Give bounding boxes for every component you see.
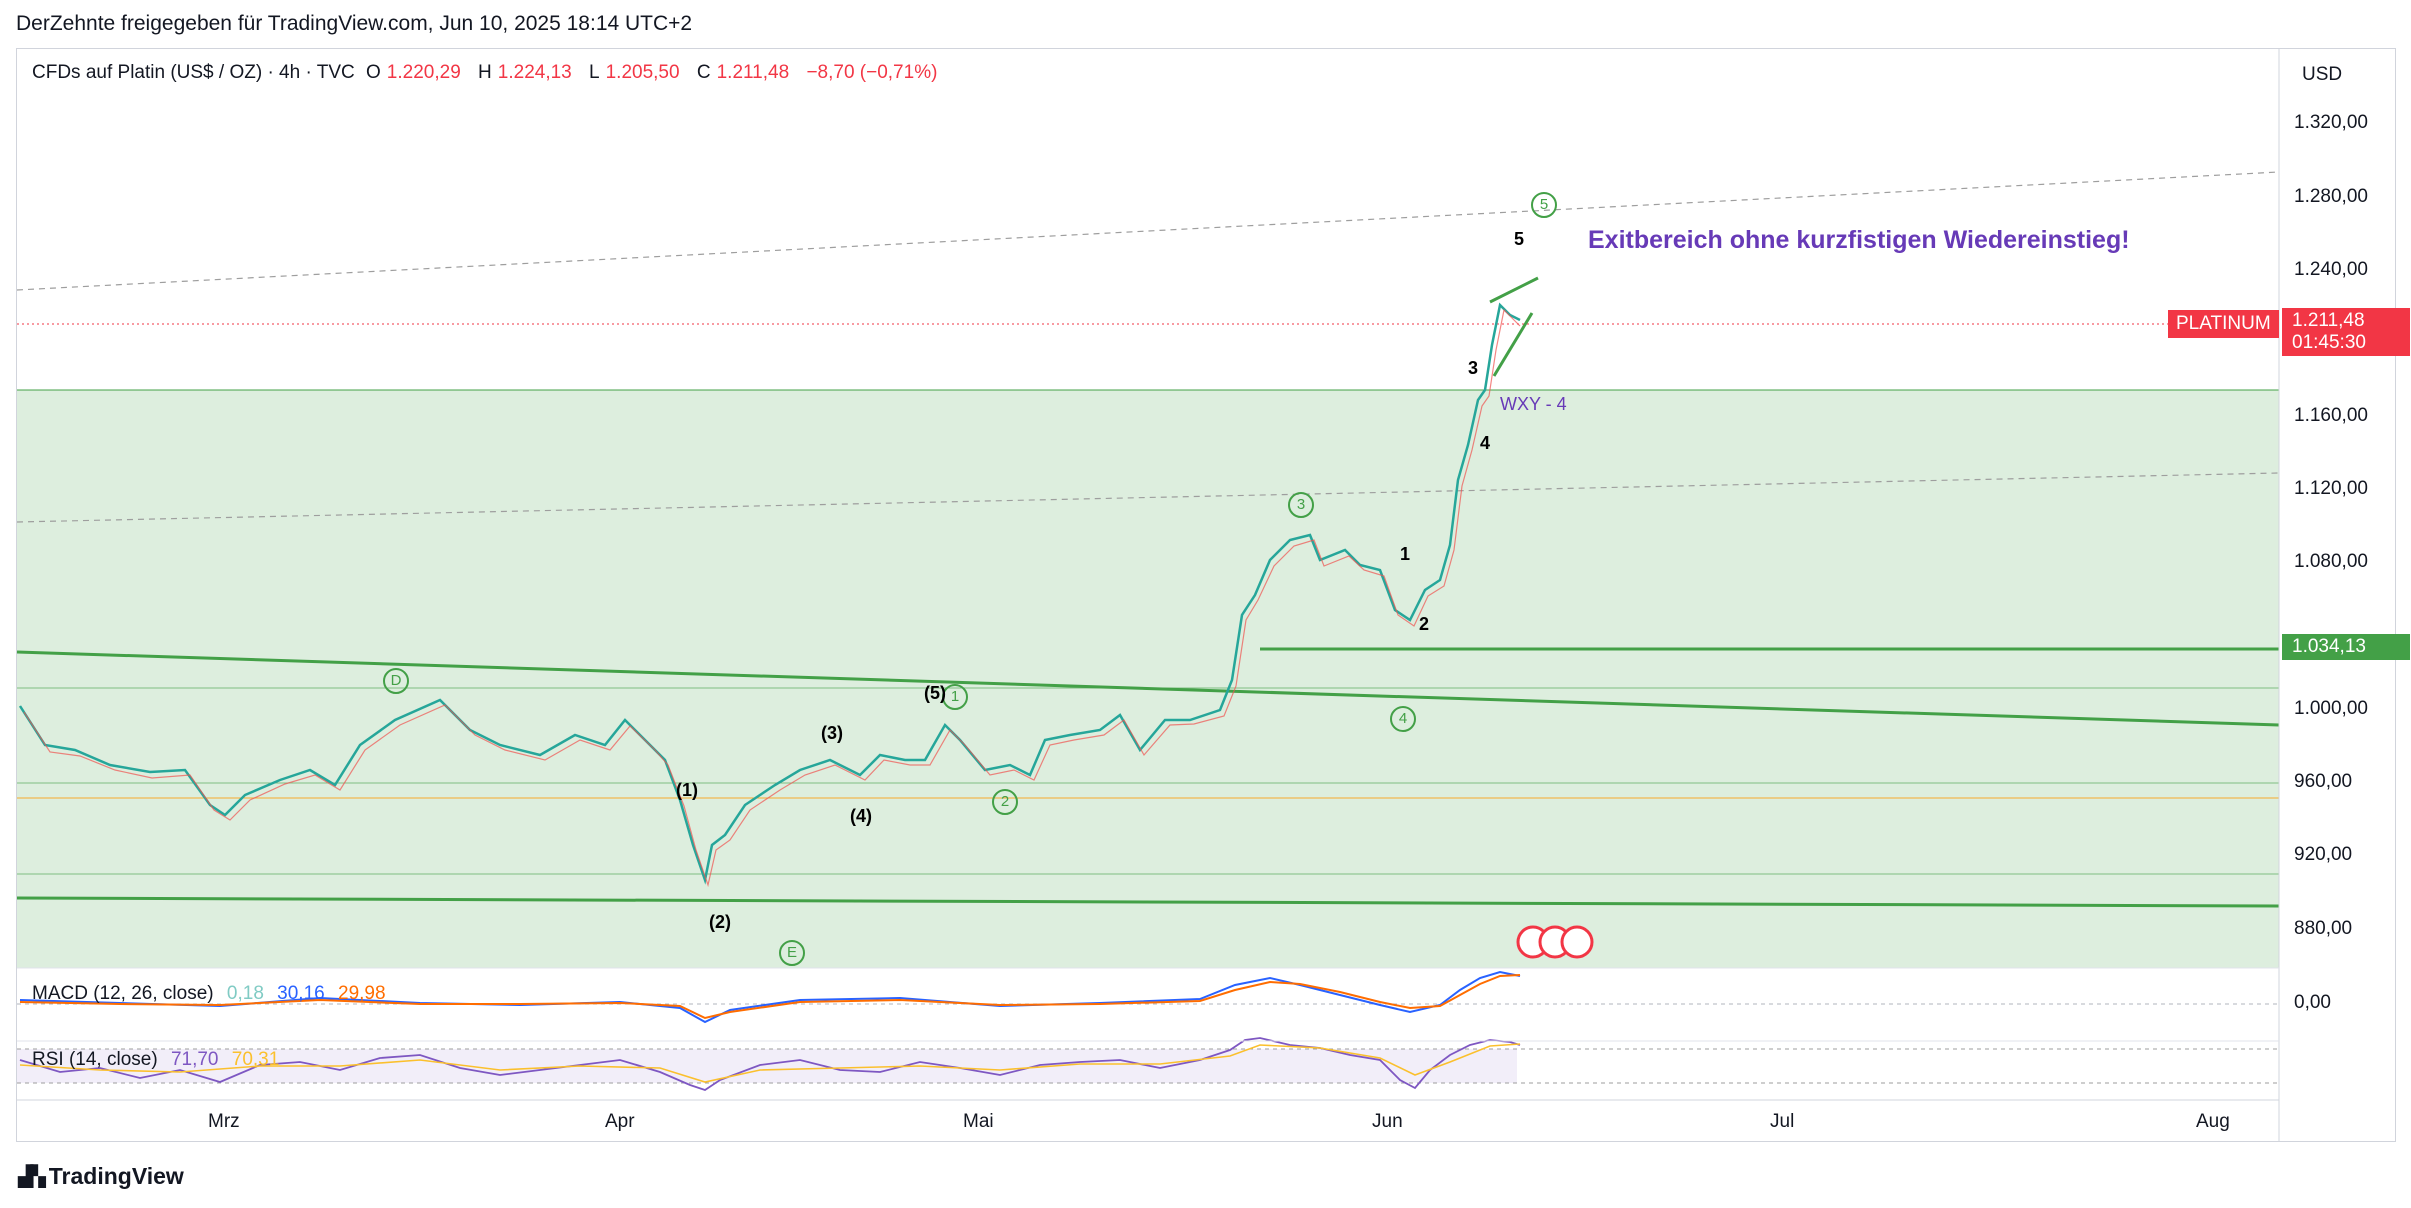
currency-label[interactable]: USD	[2302, 64, 2343, 85]
wave-label-p5: (5)	[924, 683, 946, 703]
wave-circle-4: 4	[1390, 706, 1416, 732]
high-label: H	[478, 62, 492, 83]
price-label: 920,00	[2294, 844, 2353, 865]
low-value: L 1.205,50	[589, 62, 686, 83]
wave-label-4: 4	[1480, 433, 1491, 453]
time-label: Mai	[963, 1111, 994, 1132]
price-label: 1.000,00	[2294, 698, 2368, 719]
open-label: O	[366, 62, 381, 83]
close-number: 1.211,48	[716, 62, 790, 83]
wave-label-1: 1	[1400, 544, 1411, 564]
rsi-value: 71,70	[170, 1049, 219, 1070]
last-price-tag: 1.211,48 01:45:30	[2282, 308, 2410, 356]
macd-signal-line	[19, 974, 1521, 1020]
macd-signal-value: 29,98	[338, 983, 386, 1004]
price-label: 1.120,00	[2294, 478, 2368, 499]
high-value: H 1.224,13	[478, 62, 578, 83]
price-label: 960,00	[2294, 771, 2353, 792]
upper-dashed-trendline	[16, 171, 2280, 291]
macd-hist-value: 0,18	[226, 983, 264, 1004]
time-label: Aug	[2196, 1111, 2230, 1132]
chart-frame[interactable]	[16, 48, 2396, 1142]
rsi-ma-line	[19, 1043, 1521, 1083]
wave-label-p4: (4)	[850, 806, 872, 826]
time-label: Apr	[605, 1111, 635, 1132]
wedge-lower-line	[1492, 312, 1534, 377]
ticker-tag: PLATINUM	[2168, 310, 2279, 338]
wave-circle-d: D	[383, 668, 409, 694]
bar-countdown: 01:45:30	[2292, 332, 2366, 353]
wave-circle-1: 1	[942, 684, 968, 710]
macd-value: 30,16	[277, 983, 325, 1004]
wave-label-3: 3	[1468, 358, 1479, 378]
wave-circle-3: 3	[1288, 492, 1314, 518]
rsi-label: RSI (14, close)	[32, 1049, 158, 1070]
price-label: 1.160,00	[2294, 405, 2368, 426]
macd-legend: MACD (12, 26, close) 0,18 30,16 29,98	[32, 983, 386, 1005]
rsi-line	[19, 1037, 1521, 1091]
time-label: Jul	[1770, 1111, 1795, 1132]
last-price-value: 1.211,48	[2292, 310, 2365, 331]
symbol-title: CFDs auf Platin (US$ / OZ) · 4h · TVC	[32, 62, 355, 83]
price-label: 1.280,00	[2294, 186, 2368, 207]
price-label: 1.080,00	[2294, 551, 2368, 572]
close-value: C 1.211,48	[697, 62, 795, 83]
tradingview-logo[interactable]: ▟▚ TradingView	[18, 1163, 184, 1190]
open-number: 1.220,29	[386, 62, 461, 83]
open-value: O 1.220,29	[366, 62, 467, 83]
time-label: Mrz	[208, 1111, 240, 1132]
price-series-line	[18, 302, 1521, 885]
wxy-label: WXY - 4	[1500, 394, 1567, 414]
change-value: −8,70 (−0,71%)	[806, 62, 938, 83]
price-label: 1.320,00	[2294, 112, 2368, 133]
support-price-tag: 1.034,13	[2282, 634, 2410, 660]
us-flag-event-icon[interactable]	[1560, 925, 1594, 959]
low-number: 1.205,50	[605, 62, 680, 83]
macd-label: MACD (12, 26, close)	[32, 983, 214, 1004]
low-label: L	[589, 62, 600, 83]
wave-label-2: 2	[1419, 614, 1430, 634]
wave-circle-2: 2	[992, 789, 1018, 815]
macd-zero-label: 0,00	[2294, 992, 2331, 1013]
price-series-shadow	[23, 308, 1521, 888]
price-label: 880,00	[2294, 918, 2353, 939]
wedge-upper-line	[1489, 276, 1539, 304]
wave-label-p1: (1)	[676, 780, 698, 800]
time-label: Jun	[1372, 1111, 1403, 1132]
wave-circle-5: 5	[1531, 192, 1557, 218]
wave-label-p2: (2)	[709, 912, 731, 932]
wave-circle-e: E	[779, 940, 805, 966]
wave-label-5: 5	[1514, 229, 1525, 249]
range-zone	[17, 390, 2279, 968]
price-label: 1.240,00	[2294, 259, 2368, 280]
high-number: 1.224,13	[497, 62, 572, 83]
wave-label-p3: (3)	[821, 723, 843, 743]
published-line: DerZehnte freigegeben für TradingView.co…	[16, 12, 693, 35]
tradingview-logo-text: TradingView	[48, 1163, 184, 1189]
lower-triangle-line	[16, 896, 2280, 908]
rsi-legend: RSI (14, close) 71,70 70,31	[32, 1049, 279, 1071]
exit-note: Exitbereich ohne kurzfistigen Wiedereins…	[1588, 226, 2130, 254]
middle-dashed-trendline	[16, 472, 2280, 523]
tradingview-logo-icon: ▟▚	[18, 1166, 46, 1188]
close-label: C	[696, 62, 711, 83]
rsi-ma-value: 70,31	[231, 1049, 280, 1070]
upper-triangle-line	[16, 650, 2280, 727]
